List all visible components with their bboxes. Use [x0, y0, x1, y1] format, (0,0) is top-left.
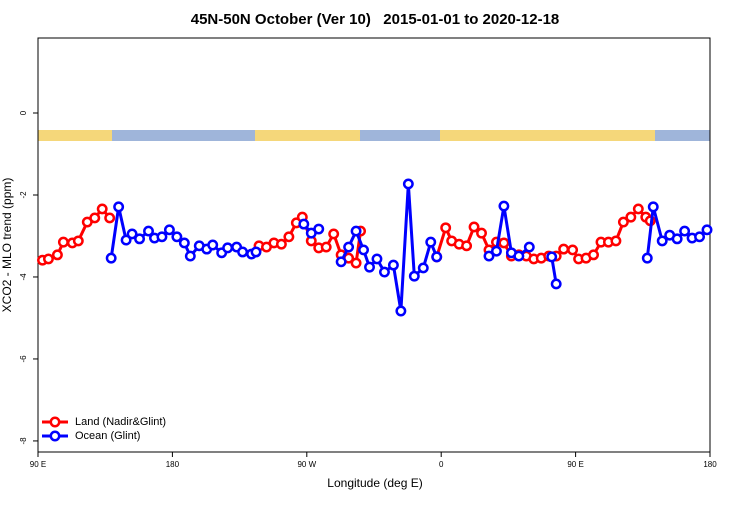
x-tick-label: 180	[703, 460, 717, 469]
x-tick-label: 180	[166, 460, 180, 469]
point	[222, 242, 234, 254]
point	[143, 225, 154, 237]
point	[275, 238, 287, 250]
point	[120, 234, 132, 246]
point	[567, 244, 579, 256]
plot-frame	[37, 37, 711, 453]
y-tick-label: -8	[19, 437, 28, 445]
point	[358, 244, 369, 256]
point	[440, 222, 452, 234]
point	[51, 249, 63, 261]
point	[468, 221, 480, 233]
point	[105, 252, 117, 264]
point	[402, 178, 414, 190]
point	[387, 259, 399, 271]
point	[134, 233, 145, 245]
point	[671, 233, 683, 245]
point	[395, 305, 407, 317]
land-band	[440, 130, 655, 141]
y-axis-label: XCO2 - MLO trend (ppm)	[0, 178, 14, 313]
point	[523, 241, 535, 253]
point	[417, 262, 429, 274]
point	[701, 224, 713, 236]
point	[476, 227, 487, 239]
x-tick-label: 0	[439, 460, 444, 469]
y-tick-label: -6	[19, 355, 28, 363]
y-tick-label: -4	[19, 273, 28, 281]
point	[250, 246, 262, 258]
point	[184, 250, 196, 262]
point	[550, 278, 562, 290]
land-ocean-strip	[38, 130, 710, 141]
point	[641, 252, 653, 264]
point	[498, 200, 510, 212]
point	[588, 249, 599, 261]
y-tick-label: 0	[19, 110, 28, 115]
point	[632, 203, 644, 215]
ocean-band	[655, 130, 710, 141]
point	[335, 256, 347, 268]
x-axis-label: Longitude (deg E)	[327, 476, 422, 490]
point	[89, 212, 101, 224]
point	[178, 237, 190, 249]
point	[491, 245, 502, 257]
point	[72, 235, 84, 247]
ocean-band	[360, 130, 440, 141]
point	[313, 223, 325, 235]
point	[343, 241, 355, 253]
point	[656, 235, 668, 247]
point	[610, 235, 622, 247]
x-tick-label: 90 E	[567, 460, 583, 469]
point	[207, 239, 219, 251]
point	[163, 224, 175, 236]
point	[461, 240, 473, 252]
point	[283, 231, 295, 243]
point	[408, 270, 420, 282]
y-tick-label: -2	[19, 191, 28, 199]
point	[298, 218, 310, 230]
point	[379, 266, 390, 278]
legend-label: Land (Nadir&Glint)	[75, 416, 166, 428]
point	[350, 225, 362, 237]
point	[113, 201, 125, 213]
point	[679, 225, 691, 237]
point	[431, 251, 443, 263]
point	[425, 236, 437, 248]
chart-title: 45N-50N October (Ver 10) 2015-01-01 to 2…	[191, 11, 560, 28]
point	[364, 261, 375, 273]
point	[558, 243, 570, 255]
point	[328, 228, 340, 240]
point	[617, 216, 629, 228]
point	[350, 257, 362, 269]
x-tick-label: 90 W	[297, 460, 316, 469]
point	[96, 203, 108, 215]
point	[483, 250, 495, 262]
land-band	[255, 130, 360, 141]
point	[625, 211, 637, 223]
legend-marker	[49, 416, 61, 428]
point	[57, 236, 69, 248]
point	[546, 251, 558, 263]
point	[498, 237, 510, 249]
point	[513, 250, 525, 262]
point	[647, 201, 659, 213]
point	[320, 241, 332, 253]
point	[104, 212, 116, 224]
point	[43, 253, 54, 265]
legend-label: Ocean (Glint)	[75, 430, 140, 442]
ocean-band	[112, 130, 255, 141]
point	[371, 253, 383, 265]
point	[694, 231, 705, 243]
legend-marker	[49, 430, 61, 442]
point	[171, 231, 183, 243]
point	[126, 228, 138, 240]
point	[156, 231, 168, 243]
x-tick-label: 90 E	[30, 460, 46, 469]
point	[237, 246, 249, 258]
land-band	[38, 130, 112, 141]
